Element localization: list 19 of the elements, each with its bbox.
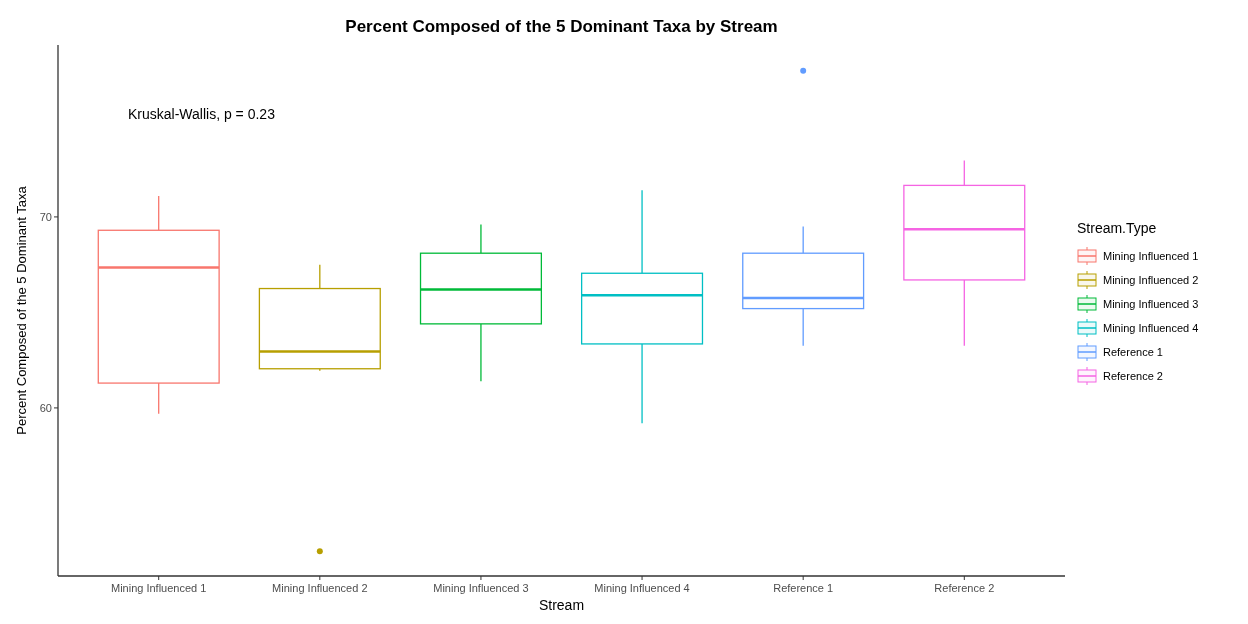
x-tick-label: Reference 1 bbox=[773, 582, 834, 594]
x-tick-label: Mining Influenced 3 bbox=[433, 582, 529, 594]
legend-label: Reference 2 bbox=[1103, 369, 1163, 382]
x-tick-label: Mining Influenced 4 bbox=[594, 582, 690, 594]
y-tick-label: 60 bbox=[39, 401, 52, 414]
x-tick-label: Mining Influenced 2 bbox=[272, 582, 368, 594]
legend-label: Mining Influenced 1 bbox=[1103, 249, 1199, 262]
x-tick-label: Reference 2 bbox=[934, 582, 995, 594]
x-axis-title: Stream bbox=[538, 597, 585, 613]
chart-title: Percent Composed of the 5 Dominant Taxa by Stream bbox=[345, 17, 778, 36]
legend-label: Mining Influenced 4 bbox=[1103, 321, 1199, 334]
legend-label: Mining Influenced 2 bbox=[1103, 273, 1199, 286]
legend-title: Stream.Type bbox=[1077, 220, 1157, 236]
y-axis-title: Percent Composed of the 5 Dominant Taxa bbox=[14, 185, 29, 435]
x-tick-label: Mining Influenced 1 bbox=[111, 582, 207, 594]
y-tick-label: 70 bbox=[39, 210, 52, 223]
annotation: Kruskal-Wallis, p = 0.23 bbox=[128, 106, 276, 122]
legend-label: Reference 1 bbox=[1103, 345, 1163, 358]
legend-label: Mining Influenced 3 bbox=[1103, 297, 1199, 310]
